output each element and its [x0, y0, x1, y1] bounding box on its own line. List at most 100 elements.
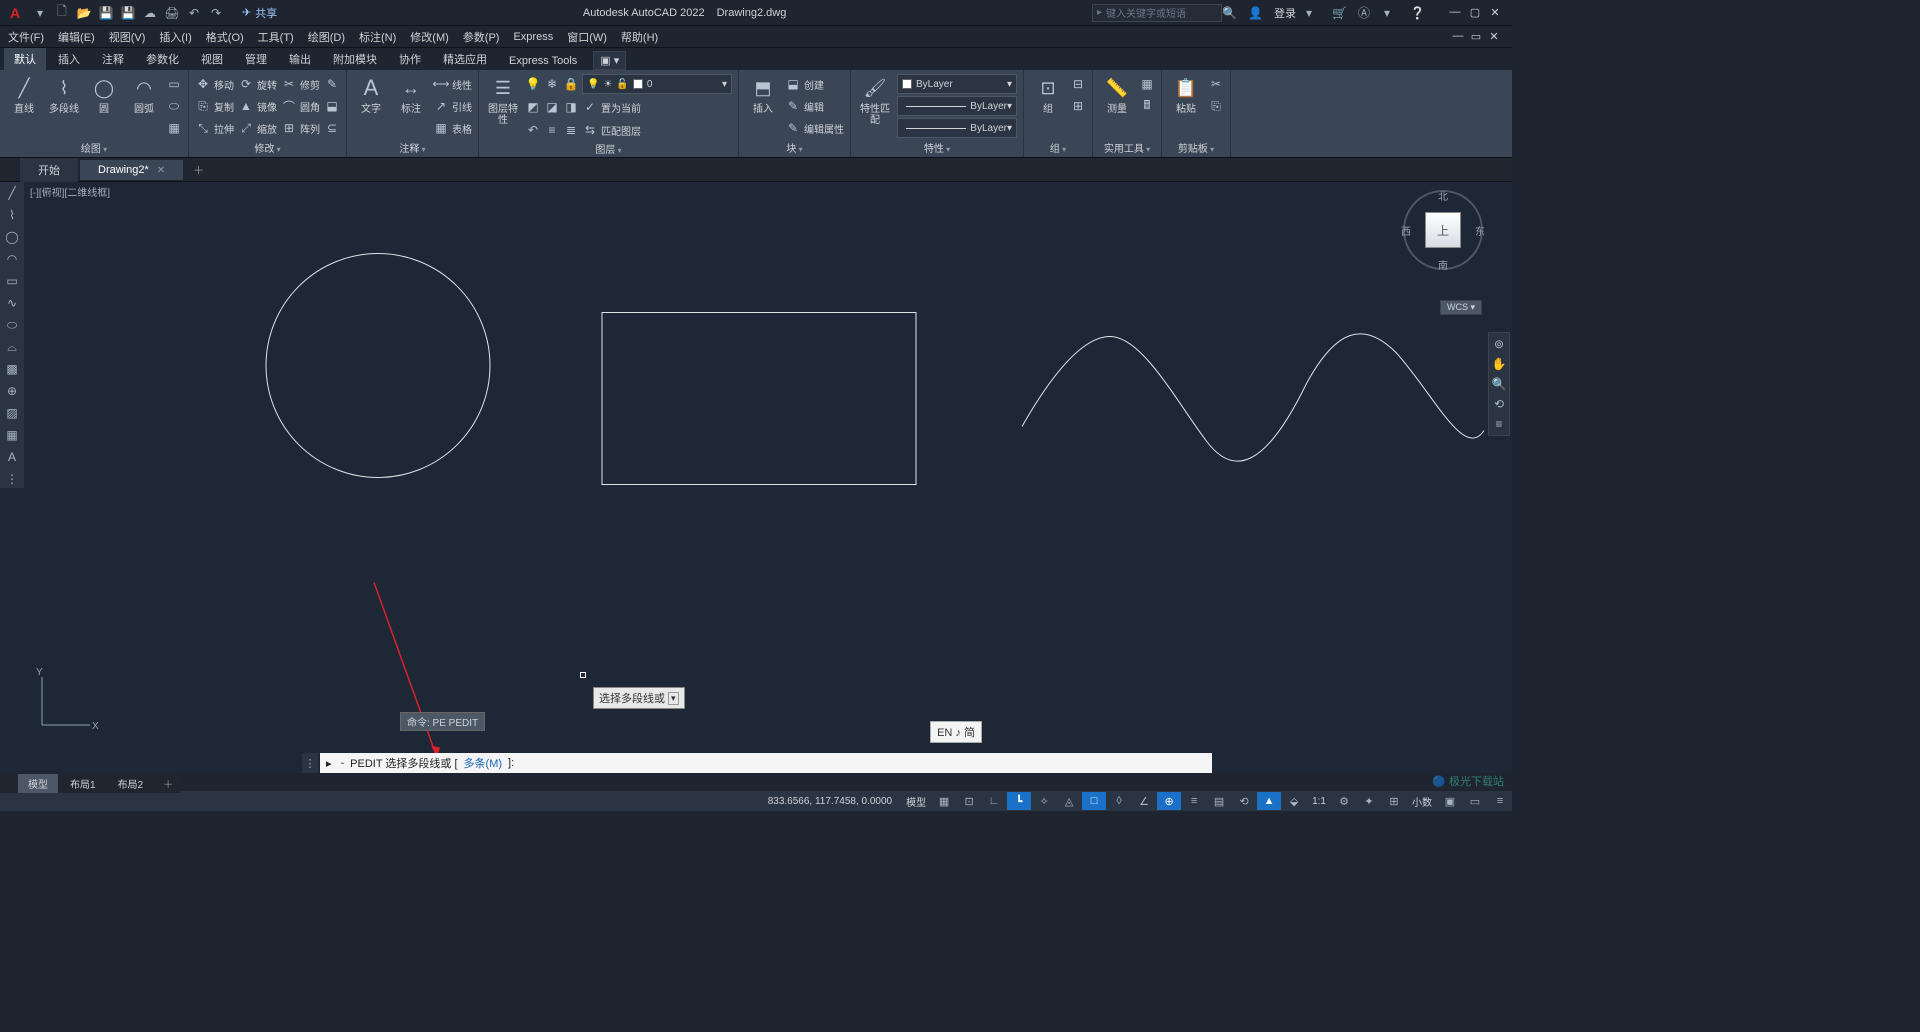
status-monitor-icon[interactable]: ⊞: [1382, 792, 1406, 810]
edit-block-button[interactable]: ✎编辑: [785, 96, 844, 116]
tool-spline-icon[interactable]: ∿: [3, 294, 21, 312]
status-units[interactable]: 小数: [1406, 794, 1438, 809]
status-model[interactable]: 模型: [900, 794, 932, 809]
dropdown2-icon[interactable]: ▾: [1384, 6, 1400, 20]
panel-clip-label[interactable]: 剪贴板: [1168, 139, 1224, 157]
status-ann-icon[interactable]: ▲: [1257, 792, 1281, 810]
file-tab-new-button[interactable]: ＋: [185, 158, 212, 182]
copy-clip-button[interactable]: ⎘: [1208, 96, 1224, 116]
layer-off-icon[interactable]: ◪: [544, 97, 560, 117]
panel-modify-label[interactable]: 修改: [195, 139, 340, 157]
status-qp-icon[interactable]: ▣: [1438, 792, 1462, 810]
menu-window[interactable]: 窗口(W): [567, 29, 607, 45]
panel-layers-label[interactable]: 图层: [485, 140, 732, 158]
linetype-selector[interactable]: ByLayer▾: [897, 118, 1017, 138]
status-clean-icon[interactable]: ▭: [1463, 792, 1487, 810]
match-props-button[interactable]: 🖌特性匹配: [857, 74, 893, 126]
fillet-button[interactable]: ⌒圆角: [281, 96, 320, 116]
status-custom-icon[interactable]: ≡: [1488, 792, 1512, 810]
viewcube-west[interactable]: 西: [1401, 223, 1411, 238]
search-icon[interactable]: 🔍: [1222, 6, 1238, 20]
layout-tab-2[interactable]: 布局2: [108, 774, 154, 793]
tool-arc-icon[interactable]: ◠: [3, 250, 21, 268]
maximize-button[interactable]: ▢: [1466, 6, 1484, 19]
app-logo[interactable]: A: [4, 2, 26, 24]
openweb-icon[interactable]: ☁: [142, 5, 158, 21]
login-label[interactable]: 登录: [1274, 5, 1296, 21]
group-button[interactable]: ⊡组: [1030, 74, 1066, 115]
panel-block-label[interactable]: 块: [745, 139, 844, 157]
linear-dim-button[interactable]: ⟷线性: [433, 74, 472, 94]
tool-ellipse-arc-icon[interactable]: ⌓: [3, 338, 21, 356]
text-button[interactable]: A文字: [353, 74, 389, 115]
layer-prev-icon[interactable]: ↶: [525, 120, 541, 140]
tool-table-icon[interactable]: ▦: [3, 426, 21, 444]
doc-minimize-button[interactable]: —: [1450, 30, 1466, 43]
tab-default[interactable]: 默认: [4, 48, 46, 70]
status-grid-icon[interactable]: ▦: [932, 792, 956, 810]
offset-button[interactable]: ⊆: [324, 118, 340, 138]
rect-button[interactable]: ▭: [166, 74, 182, 94]
status-dyn-icon[interactable]: ⊕: [1157, 792, 1181, 810]
leader-button[interactable]: ↗引线: [433, 96, 472, 116]
autodesk-icon[interactable]: Ⓐ: [1358, 4, 1374, 21]
nav-zoom-icon[interactable]: 🔍: [1492, 377, 1507, 391]
user-icon[interactable]: 👤: [1248, 6, 1264, 20]
group-edit-button[interactable]: ⊞: [1070, 96, 1086, 116]
layer-iso-icon[interactable]: ◩: [525, 97, 541, 117]
status-gear-icon[interactable]: ⚙: [1332, 792, 1356, 810]
menu-draw[interactable]: 绘图(D): [308, 29, 345, 45]
layer-match-icon[interactable]: ≣: [563, 120, 579, 140]
layer-thaw-icon[interactable]: ◨: [563, 97, 579, 117]
status-infer-icon[interactable]: ∟: [982, 792, 1006, 810]
menu-param[interactable]: 参数(P): [463, 29, 500, 45]
tool-region-icon[interactable]: ▨: [3, 404, 21, 422]
layout-tab-model[interactable]: 模型: [18, 774, 58, 793]
rotate-button[interactable]: ⟳旋转: [238, 74, 277, 94]
cart-icon[interactable]: 🛒: [1332, 6, 1348, 20]
edit-attr-button[interactable]: ✎编辑属性: [785, 118, 844, 138]
nav-orbit-icon[interactable]: ⟲: [1494, 397, 1504, 411]
trim-button[interactable]: ✂修剪: [281, 74, 320, 94]
arc-button[interactable]: ◠圆弧: [126, 74, 162, 115]
status-scale[interactable]: 1:1: [1306, 796, 1332, 807]
ungroup-button[interactable]: ⊟: [1070, 74, 1086, 94]
viewcube-south[interactable]: 南: [1438, 257, 1448, 272]
line-button[interactable]: ╱直线: [6, 74, 42, 115]
array-button[interactable]: ⊞阵列: [281, 118, 320, 138]
layer-lock-icon[interactable]: 🔒: [563, 74, 579, 94]
lineweight-selector[interactable]: ByLayer▾: [897, 96, 1017, 116]
paste-button[interactable]: 📋粘贴: [1168, 74, 1204, 115]
tool-more-icon[interactable]: ⋮: [3, 470, 21, 488]
ellipse-button[interactable]: ⬭: [166, 96, 182, 116]
plot-icon[interactable]: 🖨: [164, 5, 180, 21]
dropdown-icon[interactable]: ▾: [1306, 6, 1322, 20]
tab-collab[interactable]: 协作: [389, 48, 431, 70]
tool-circle-icon[interactable]: ◯: [3, 228, 21, 246]
tab-addin[interactable]: 附加模块: [323, 48, 387, 70]
shape-rect[interactable]: [602, 313, 916, 485]
save-icon[interactable]: 💾: [98, 5, 114, 21]
open-icon[interactable]: 📂: [76, 5, 92, 21]
tab-annot[interactable]: 注释: [92, 48, 134, 70]
mirror-button[interactable]: ▲镜像: [238, 96, 277, 116]
nav-pan-icon[interactable]: ✋: [1492, 357, 1507, 371]
file-tab-close-icon[interactable]: ✕: [157, 165, 165, 176]
make-current-button[interactable]: ✓置为当前: [582, 97, 641, 117]
tool-ellipse-icon[interactable]: ⬭: [3, 316, 21, 334]
panel-draw-label[interactable]: 绘图: [6, 139, 182, 157]
move-button[interactable]: ✥移动: [195, 74, 234, 94]
menu-edit[interactable]: 编辑(E): [58, 29, 95, 45]
help-icon[interactable]: ❔: [1410, 6, 1426, 20]
status-ann2-icon[interactable]: ⬙: [1282, 792, 1306, 810]
tab-express[interactable]: Express Tools: [499, 52, 587, 70]
hatch-button[interactable]: ▦: [166, 118, 182, 138]
tab-insert[interactable]: 插入: [48, 48, 90, 70]
create-block-button[interactable]: ⬓创建: [785, 74, 844, 94]
circle-button[interactable]: ◯圆: [86, 74, 122, 115]
panel-props-label[interactable]: 特性: [857, 139, 1017, 157]
status-3dosnap-icon[interactable]: ◊: [1107, 792, 1131, 810]
layer-selector[interactable]: 💡☀🔓0▾: [582, 74, 732, 94]
tab-manage[interactable]: 管理: [235, 48, 277, 70]
measure-button[interactable]: 📏测量: [1099, 74, 1135, 115]
